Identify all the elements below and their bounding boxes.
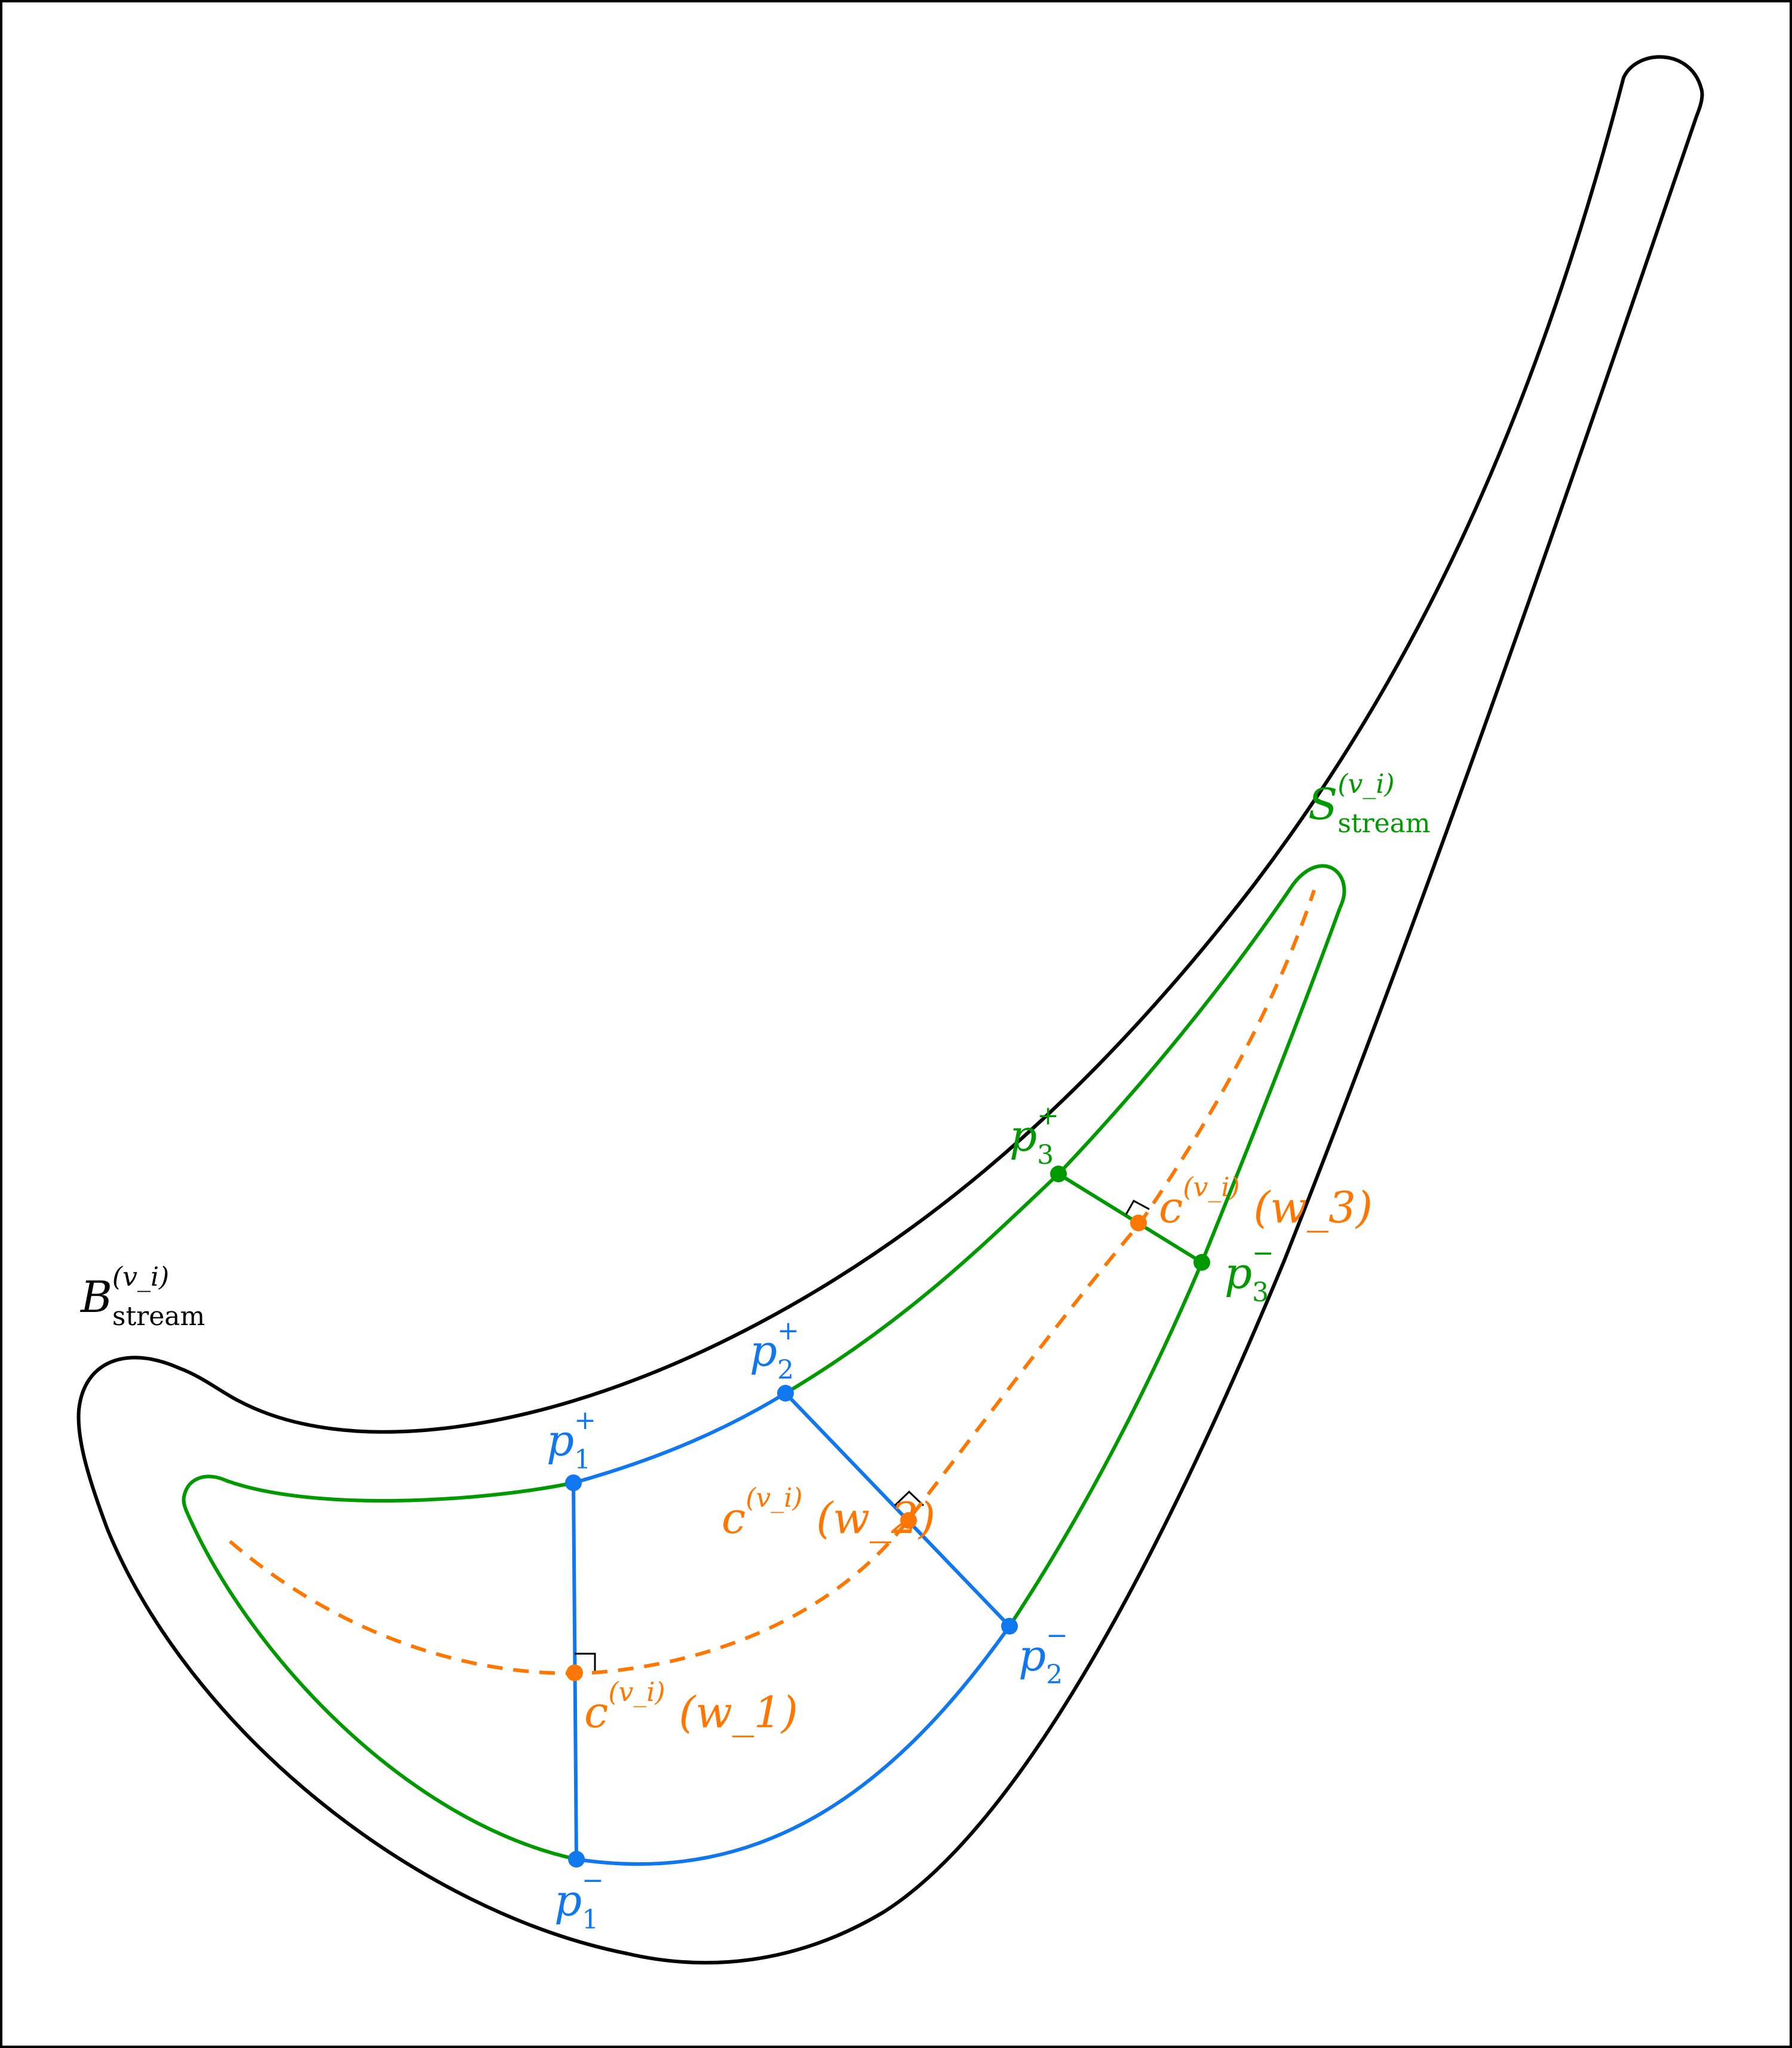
label-s-stream: S (v_i) stream [1308,769,1431,839]
label-p1-minus: p −1 [554,1865,604,1935]
s-stream-upper-edge-3 [1057,864,1346,1176]
blue-lower-edge [576,1625,1011,1866]
right-angle-marker-3 [1125,1199,1150,1215]
label-p3-plus: p +3 [1009,1100,1059,1170]
right-angle-marker-1 [575,1652,596,1673]
point-c-w3 [1130,1215,1147,1231]
label-p2-plus: p +2 [750,1316,799,1385]
center-curve [229,890,1316,1675]
cross-section-2 [784,1391,1011,1628]
point-c-w2 [900,1512,917,1529]
label-p3-minus: p −3 [1225,1238,1274,1308]
point-p3-plus [1050,1166,1067,1182]
label-p2-minus: p −2 [1018,1620,1068,1690]
s-stream-upper-edge-2 [784,1172,1060,1395]
b-stream-boundary [76,55,1704,1965]
label-p1-plus: p +1 [547,1405,596,1475]
point-c-w1 [566,1664,583,1681]
point-p2-minus [1001,1618,1018,1635]
label-c-w2: c (v_i) (w_2) [722,1483,935,1543]
s-stream-upper-edge [225,1479,574,1503]
point-p1-minus [568,1851,585,1868]
s-stream-left-tip [182,1474,577,1861]
point-p2-plus [777,1385,794,1402]
label-c-w3: c (v_i) (w_3) [1159,1172,1373,1233]
blue-upper-edge [573,1391,787,1485]
s-stream-right-edge [1008,907,1342,1627]
right-angle-marker-2 [894,1490,925,1507]
label-b-stream: B (v_i) stream [81,1262,205,1332]
cross-section-3 [1057,1172,1203,1264]
label-c-w1: c (v_i) (w_1) [584,1677,798,1737]
point-p1-plus [565,1474,582,1491]
point-p3-minus [1193,1254,1210,1271]
